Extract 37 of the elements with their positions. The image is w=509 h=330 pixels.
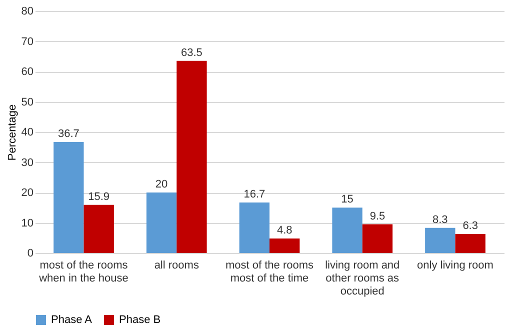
data-label: 15.9: [88, 190, 110, 203]
data-label: 4.8: [276, 224, 292, 236]
data-label: 20: [155, 178, 168, 190]
y-tick-label: 20: [21, 187, 34, 199]
bar: [84, 204, 114, 253]
x-tick-label: all rooms: [154, 260, 200, 272]
y-tick-label: 30: [21, 156, 34, 169]
data-label: 9.5: [370, 210, 386, 222]
bar: [455, 234, 486, 253]
y-tick-label: 40: [21, 126, 34, 138]
data-label: 15: [341, 194, 354, 206]
y-tick-label: 70: [21, 36, 34, 48]
x-tick-label: living room and other rooms as occupied: [325, 260, 400, 298]
x-tick-label: most of the rooms most of the time: [225, 260, 314, 284]
y-tick-label: 60: [21, 66, 34, 78]
bar: [362, 224, 393, 253]
data-label: 63.5: [181, 46, 202, 59]
y-tick-label: 0: [27, 248, 34, 260]
data-label: 8.3: [432, 214, 448, 226]
bar: [239, 202, 270, 253]
bar: [425, 228, 456, 253]
x-tick-label: only living room: [417, 260, 494, 272]
legend-label: Phase B: [119, 314, 161, 326]
bar: [54, 142, 84, 253]
data-label: 6.3: [462, 220, 478, 232]
bar: [146, 192, 177, 253]
legend-label: Phase A: [51, 314, 93, 326]
bar: [176, 60, 207, 253]
y-tick-label: 50: [21, 96, 34, 108]
bar: [270, 238, 300, 253]
y-axis-title: Percentage: [6, 104, 18, 161]
y-tick-label: 80: [21, 6, 34, 18]
x-tick-label: most of the rooms when in the house: [38, 260, 128, 284]
data-label: 36.7: [58, 128, 80, 140]
data-label: 16.7: [244, 188, 266, 200]
bar: [332, 208, 362, 253]
y-tick-label: 10: [21, 217, 34, 230]
